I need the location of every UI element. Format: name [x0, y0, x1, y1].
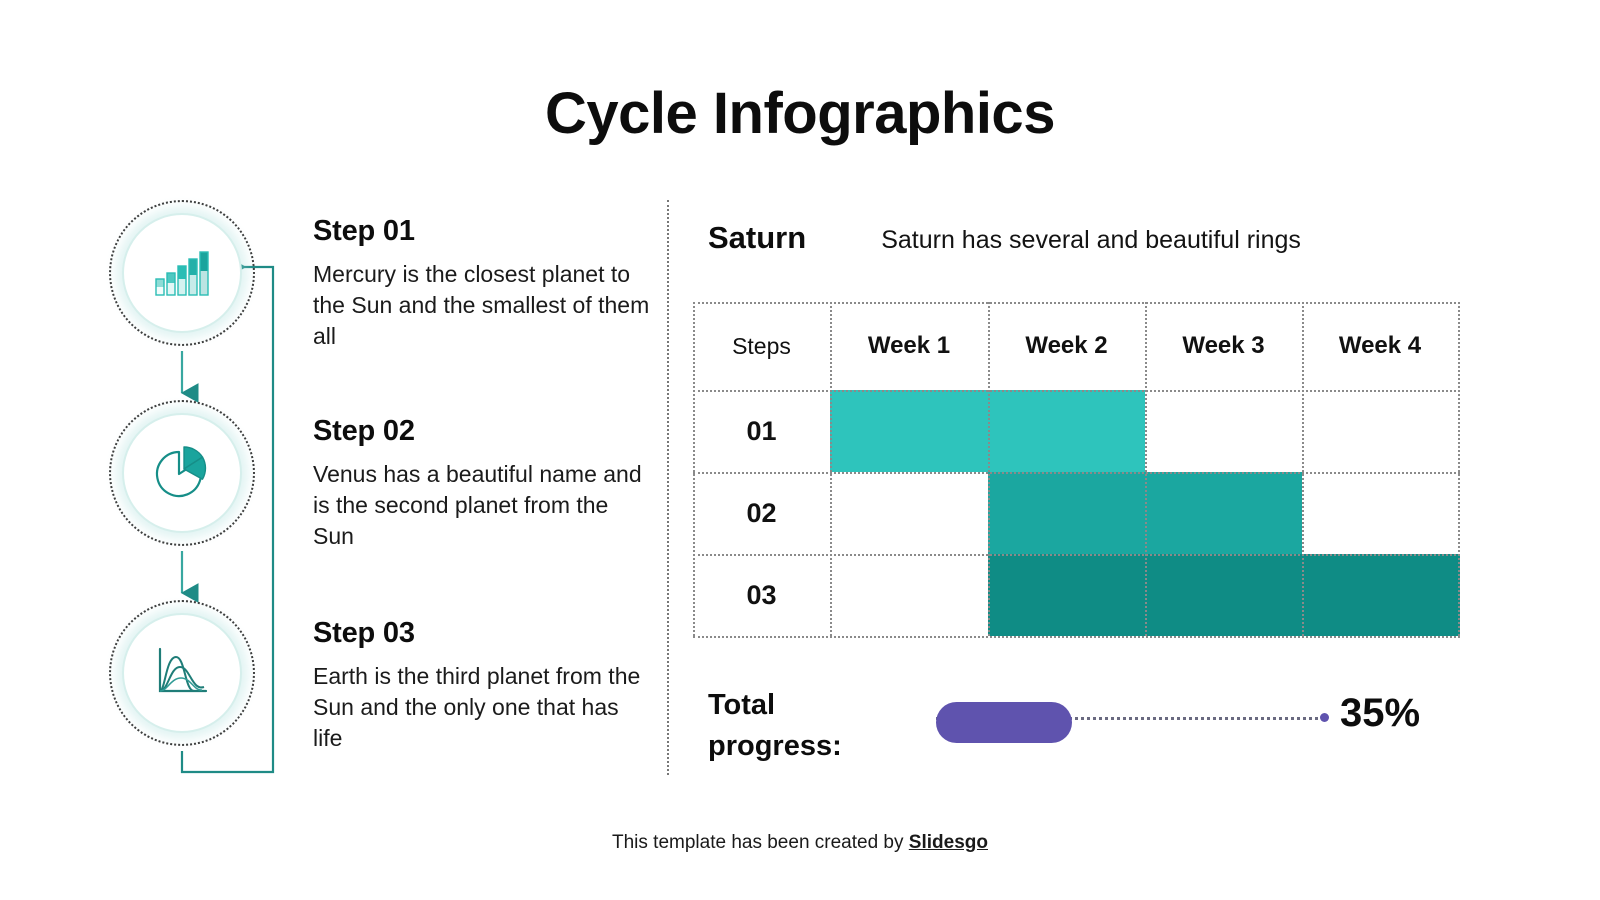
node-circle	[122, 613, 242, 733]
gantt-bar-row-01	[830, 390, 1145, 472]
footer-credit: This template has been created by Slides…	[0, 832, 1600, 854]
progress-fill-bar[interactable]	[936, 702, 1072, 743]
cycle-node-1[interactable]	[109, 200, 255, 346]
footer-text: This template has been created by	[612, 832, 909, 853]
step-block-3: Step 03 Earth is the third planet from t…	[313, 617, 653, 754]
page-title: Cycle Infographics	[545, 81, 1055, 146]
total-progress-label: Total progress:	[708, 685, 888, 767]
node-dotted-ring	[109, 600, 255, 746]
panel-subtitle: Saturn has several and beautiful rings	[881, 226, 1301, 254]
gantt-chart: Steps Week 1 Week 2 Week 3 Week 4 01 02 …	[693, 302, 1460, 638]
step-block-2: Step 02 Venus has a beautiful name and i…	[313, 415, 653, 552]
panel-title: Saturn	[708, 220, 807, 255]
progress-percent-value: 35%	[1340, 691, 1421, 735]
column-header-week-1: Week 1	[867, 332, 951, 359]
column-header-week-4: Week 4	[1338, 332, 1422, 359]
node-dotted-ring	[109, 200, 255, 346]
column-header-week-3: Week 3	[1182, 332, 1265, 359]
step-block-1: Step 01 Mercury is the closest planet to…	[313, 215, 653, 352]
pie-chart-icon	[122, 413, 242, 533]
vertical-dotted-divider	[667, 200, 669, 775]
gantt-row-label-02: 02	[746, 497, 777, 528]
column-header-week-2: Week 2	[1025, 332, 1108, 359]
area-chart-icon	[122, 613, 242, 733]
step-heading: Step 01	[313, 215, 415, 247]
node-dotted-ring	[109, 400, 255, 546]
gantt-row-label-01: 01	[746, 415, 777, 446]
cycle-node-3[interactable]	[109, 600, 255, 746]
panel-header: Saturn Saturn has several and beautiful …	[708, 220, 1301, 256]
gantt-row-label-03: 03	[746, 579, 777, 610]
column-header-steps: Steps	[732, 332, 791, 359]
step-body: Earth is the third planet from the Sun a…	[313, 663, 641, 751]
cycle-diagram	[95, 195, 655, 795]
gantt-bar-row-03	[988, 554, 1460, 636]
bar-chart-icon	[122, 213, 242, 333]
step-body: Mercury is the closest planet to the Sun…	[313, 261, 650, 349]
step-heading: Step 02	[313, 415, 415, 447]
footer-brand-link[interactable]: Slidesgo	[908, 832, 988, 853]
total-progress-label-line2: progress:	[708, 730, 842, 762]
total-progress-section: Total progress: 35%	[708, 683, 1468, 773]
gantt-grid	[693, 302, 1460, 638]
step-heading: Step 03	[313, 617, 415, 649]
progress-end-dot	[1320, 713, 1329, 722]
cycle-node-2[interactable]	[109, 400, 255, 546]
progress-track	[936, 717, 1324, 720]
step-body: Venus has a beautiful name and is the se…	[313, 461, 642, 549]
total-progress-label-line1: Total	[708, 689, 776, 721]
